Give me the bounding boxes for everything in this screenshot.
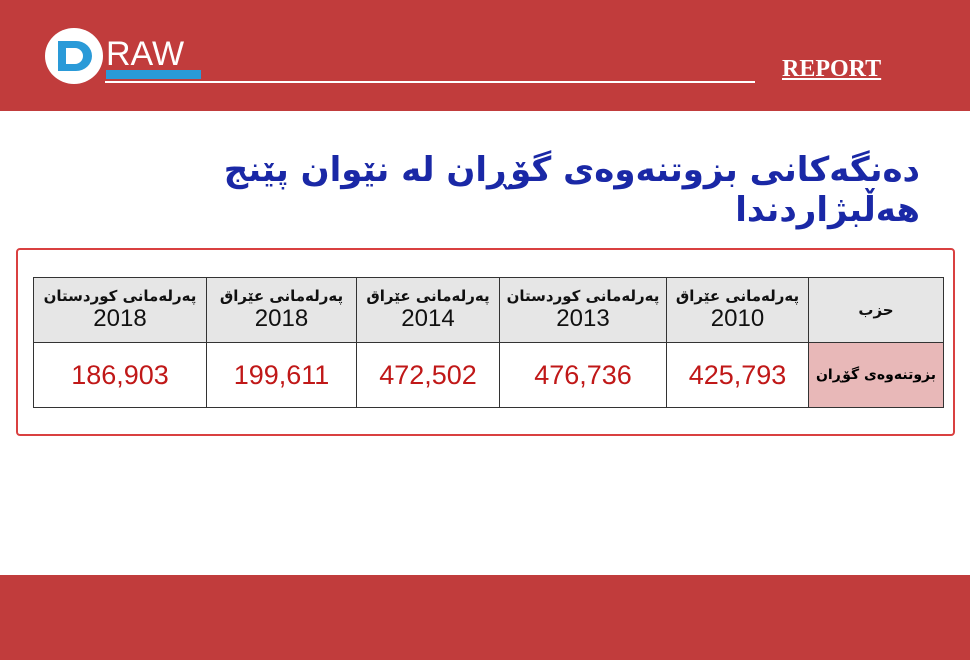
election-label: پەرلەمانی عێراق (675, 287, 800, 305)
party-header-cell: حزب (808, 277, 944, 343)
vote-count: 199,611 (206, 342, 357, 408)
page-title: دەنگەکانی بزوتنەوەی گۆڕان لە نێوان پێنج … (223, 150, 920, 230)
party-header: حزب (858, 301, 894, 319)
election-year: 2013 (556, 305, 610, 332)
header-cell: پەرلەمانی عێراق 2018 (206, 277, 357, 343)
draw-logo: RAW (45, 28, 201, 84)
party-name: بزوتنەوەی گۆڕان (808, 342, 944, 408)
election-label: پەرلەمانی کوردستان (43, 287, 197, 305)
svg-text:RAW: RAW (106, 35, 184, 73)
header-bar (0, 0, 970, 111)
header-cell: پەرلەمانی کوردستان 2013 (499, 277, 667, 343)
election-year: 2018 (254, 305, 309, 332)
vote-count: 425,793 (666, 342, 809, 408)
votes-table: پەرلەمانی کوردستان 2018 پەرلەمانی عێراق 20… (33, 277, 944, 408)
vote-count: 186,903 (33, 342, 207, 408)
table-header-row: پەرلەمانی کوردستان 2018 پەرلەمانی عێراق 20… (33, 277, 944, 343)
header-divider (105, 81, 755, 83)
table-frame (16, 248, 955, 436)
footer-bar (0, 575, 970, 660)
election-year: 2018 (93, 305, 147, 332)
election-year: 2010 (710, 305, 765, 332)
header-cell: پەرلەمانی کوردستان 2018 (33, 277, 207, 343)
vote-count: 476,736 (499, 342, 667, 408)
election-label: پەرلەمانی عێراق (366, 287, 490, 305)
header-cell: پەرلەمانی عێراق 2010 (666, 277, 809, 343)
report-label: REPORT (782, 56, 882, 82)
election-label: پەرلەمانی کوردستان (506, 287, 660, 305)
table-row: 186,903 199,611 472,502 476,736 425,793 … (33, 342, 944, 408)
election-label: پەرلەمانی عێراق (219, 287, 344, 305)
election-year: 2014 (401, 305, 455, 332)
vote-count: 472,502 (356, 342, 500, 408)
header-cell: پەرلەمانی عێراق 2014 (356, 277, 500, 343)
